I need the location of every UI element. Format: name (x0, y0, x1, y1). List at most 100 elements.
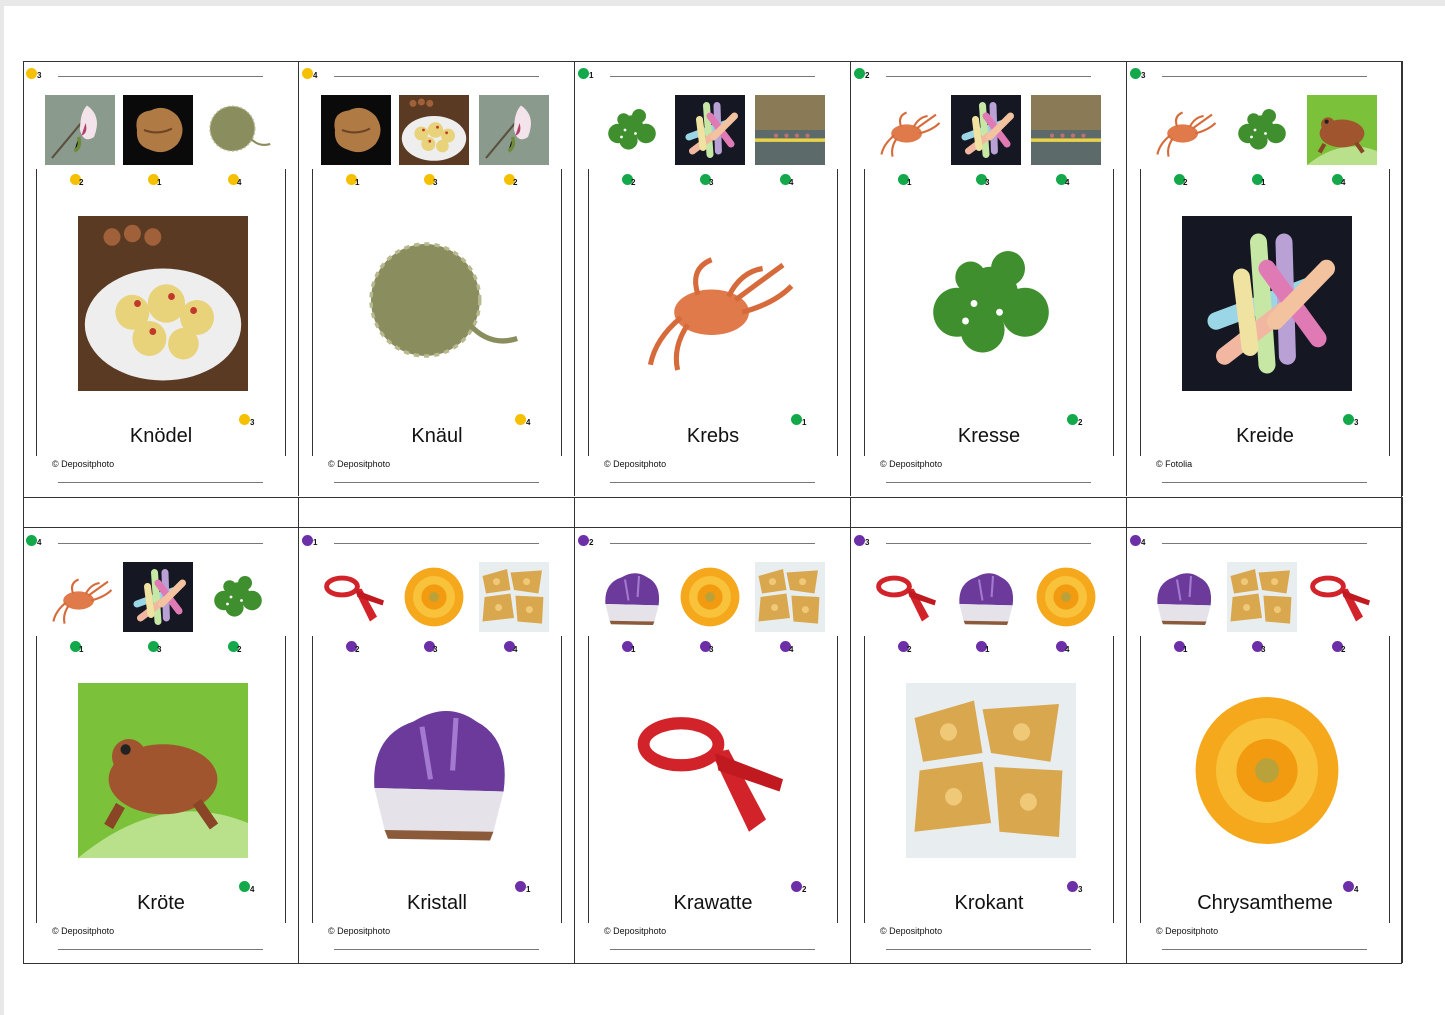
chalk-thumbnail (951, 95, 1021, 165)
image-number: 2 (802, 885, 807, 894)
crab-thumbnail (873, 95, 943, 165)
border-line-left (312, 169, 313, 456)
brittle-thumbnail (1227, 562, 1297, 632)
thumbnail-number: 3 (157, 645, 162, 654)
marker-dot (578, 535, 589, 546)
tie-image (630, 683, 800, 858)
marker-dot (1252, 174, 1263, 185)
card-word: Chrysamtheme (1197, 892, 1333, 914)
thumbnail-number: 4 (789, 178, 794, 187)
image-number: 3 (1354, 418, 1359, 427)
border-line-left (588, 169, 589, 456)
crab-image (630, 216, 800, 391)
border-line-left (36, 169, 37, 456)
writing-line-bottom (610, 949, 815, 950)
crab-thumbnail (45, 562, 115, 632)
image-number: 4 (250, 885, 255, 894)
thumbnail-number: 1 (631, 645, 636, 654)
magnolia-thumbnail (479, 95, 549, 165)
top-number: 3 (1141, 71, 1146, 80)
border-line-left (1140, 169, 1141, 456)
card-kristall: 1 2 3 4 1 Kristall © Depositphoto (299, 528, 575, 963)
tie-thumbnail (1307, 562, 1377, 632)
marker-dot (148, 174, 159, 185)
photo-credit: © Fotolia (1156, 459, 1193, 469)
marker-dot (780, 174, 791, 185)
rowing-thumbnail (755, 95, 825, 165)
marker-dot (976, 641, 987, 652)
marker-dot (228, 641, 239, 652)
thumbnail-number: 2 (355, 645, 360, 654)
chrysanthemum-image (1182, 683, 1352, 858)
card-word: Kristall (406, 892, 467, 914)
chalk-thumbnail (675, 95, 745, 165)
card-word: Knödel (129, 425, 193, 447)
writing-line-bottom (58, 949, 263, 950)
top-number: 4 (37, 538, 42, 547)
marker-dot (1343, 881, 1354, 892)
marker-dot (239, 881, 250, 892)
thumbnail-number: 1 (355, 178, 360, 187)
marker-dot (70, 174, 81, 185)
top-number: 2 (589, 538, 594, 547)
border-line-left (1140, 636, 1141, 923)
gap-cell (1127, 497, 1403, 528)
marker-dot (1332, 641, 1343, 652)
image-number: 1 (802, 418, 807, 427)
marker-dot (239, 414, 250, 425)
gap-cell (299, 497, 575, 528)
yarnball-thumbnail (203, 95, 273, 165)
image-number: 3 (250, 418, 255, 427)
photo-credit: © Depositphoto (328, 926, 391, 936)
thumbnail-number: 4 (1065, 645, 1070, 654)
writing-line-bottom (610, 482, 815, 483)
thumbnail-number: 3 (433, 178, 438, 187)
marker-dot (976, 174, 987, 185)
chrysanthemum-thumbnail (1031, 562, 1101, 632)
dumplings-thumbnail (399, 95, 469, 165)
card-word: Kröte (137, 892, 185, 914)
card-krebs: 1 2 3 4 1 Krebs © Depositphoto (575, 61, 851, 496)
marker-dot (1130, 535, 1141, 546)
brittle-image (906, 683, 1076, 858)
photo-credit: © Depositphoto (1156, 926, 1219, 936)
photo-credit: © Depositphoto (52, 926, 115, 936)
top-number: 1 (589, 71, 594, 80)
toad-image (78, 683, 248, 858)
marker-dot (70, 641, 81, 652)
writing-line-bottom (1162, 949, 1367, 950)
marker-dot (228, 174, 239, 185)
thumbnail-number: 2 (1341, 645, 1346, 654)
border-line-right (837, 636, 838, 923)
border-line-right (1389, 636, 1390, 923)
writing-line-top (1162, 543, 1367, 544)
border-line-right (285, 636, 286, 923)
thumbnail-number: 2 (907, 645, 912, 654)
card-word: Knäul (411, 425, 463, 447)
thumbnail-number: 1 (1183, 645, 1188, 654)
thumbnail-number: 4 (1341, 178, 1346, 187)
thumbnail-number: 3 (709, 178, 714, 187)
toad-thumbnail (1307, 95, 1377, 165)
top-number: 4 (1141, 538, 1146, 547)
card-word: Kresse (957, 425, 1021, 447)
cress-thumbnail (203, 562, 273, 632)
marker-dot (302, 535, 313, 546)
marker-dot (1056, 174, 1067, 185)
writing-line-top (610, 543, 815, 544)
crab-thumbnail (1149, 95, 1219, 165)
marker-dot (424, 641, 435, 652)
border-line-right (1113, 636, 1114, 923)
card-knäul: 4 1 3 2 4 Knäul © Depositphoto (299, 61, 575, 496)
magnolia-thumbnail (45, 95, 115, 165)
writing-line-top (886, 543, 1091, 544)
brittle-thumbnail (755, 562, 825, 632)
cress-thumbnail (1227, 95, 1297, 165)
card-grid (23, 61, 1402, 964)
image-number: 4 (1354, 885, 1359, 894)
writing-line-bottom (886, 482, 1091, 483)
card-word: Kreide (1236, 425, 1294, 447)
marker-dot (854, 535, 865, 546)
writing-line-top (886, 76, 1091, 77)
top-number: 1 (313, 538, 318, 547)
